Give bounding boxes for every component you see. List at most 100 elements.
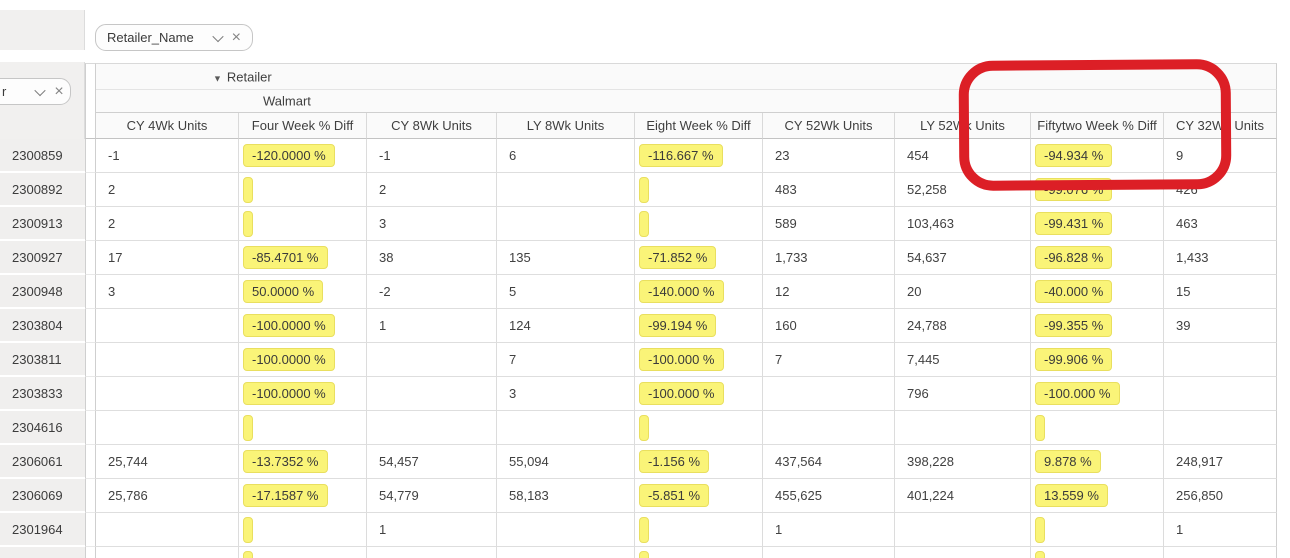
data-cell[interactable]: 7,445 (894, 343, 1030, 377)
data-cell[interactable]: 7 (762, 343, 894, 377)
data-cell[interactable]: -99.431 % (1030, 207, 1163, 241)
data-cell[interactable]: 9 (1163, 139, 1277, 173)
data-cell[interactable] (1163, 547, 1277, 558)
chevron-down-icon[interactable] (34, 84, 47, 96)
data-cell[interactable]: -13.7352 % (238, 445, 366, 479)
data-cell[interactable]: -99.355 % (1030, 309, 1163, 343)
data-cell[interactable]: -17.1587 % (238, 479, 366, 513)
data-cell[interactable]: 24,788 (894, 309, 1030, 343)
data-cell[interactable] (1030, 411, 1163, 445)
data-cell[interactable]: 589 (762, 207, 894, 241)
data-cell[interactable]: -1.156 % (634, 445, 762, 479)
data-cell[interactable]: 1 (366, 513, 496, 547)
data-cell[interactable]: 54,637 (894, 241, 1030, 275)
close-icon[interactable]: × (231, 28, 241, 46)
row-label[interactable]: 2301964 (0, 513, 85, 547)
data-cell[interactable] (1030, 547, 1163, 558)
data-cell[interactable]: 483 (762, 173, 894, 207)
data-cell[interactable] (894, 513, 1030, 547)
data-cell[interactable] (634, 547, 762, 558)
row-filter-chip[interactable]: r × (0, 78, 71, 105)
data-cell[interactable] (1163, 343, 1277, 377)
data-cell[interactable]: 455,625 (762, 479, 894, 513)
row-label[interactable]: 2300913 (0, 207, 85, 241)
data-cell[interactable] (496, 173, 634, 207)
data-cell[interactable]: -94.934 % (1030, 139, 1163, 173)
data-cell[interactable]: 25,744 (96, 445, 238, 479)
data-cell[interactable]: -99.194 % (634, 309, 762, 343)
row-label[interactable]: 2303804 (0, 309, 85, 343)
close-icon[interactable]: × (54, 82, 64, 100)
data-cell[interactable] (634, 513, 762, 547)
data-cell[interactable]: 54,457 (366, 445, 496, 479)
column-header[interactable]: CY 4Wk Units (96, 113, 238, 139)
data-cell[interactable] (894, 411, 1030, 445)
data-cell[interactable]: -120.0000 % (238, 139, 366, 173)
row-label[interactable]: 2306069 (0, 479, 85, 513)
group-header[interactable]: ▼ Retailer (213, 69, 272, 84)
data-cell[interactable]: 401,224 (894, 479, 1030, 513)
data-cell[interactable] (96, 411, 238, 445)
data-cell[interactable]: -100.000 % (634, 377, 762, 411)
data-cell[interactable]: 124 (496, 309, 634, 343)
data-cell[interactable] (238, 411, 366, 445)
column-header[interactable]: Eight Week % Diff (634, 113, 762, 139)
data-cell[interactable] (634, 207, 762, 241)
data-cell[interactable] (366, 343, 496, 377)
data-cell[interactable] (366, 411, 496, 445)
data-cell[interactable]: 1 (1163, 513, 1277, 547)
data-cell[interactable]: 463 (1163, 207, 1277, 241)
data-cell[interactable]: 256,850 (1163, 479, 1277, 513)
data-cell[interactable] (496, 547, 634, 558)
column-header[interactable]: LY 8Wk Units (496, 113, 634, 139)
data-cell[interactable]: 15 (1163, 275, 1277, 309)
collapse-triangle-icon[interactable]: ▼ (213, 73, 222, 83)
data-cell[interactable]: 54,779 (366, 479, 496, 513)
data-cell[interactable]: 2 (96, 173, 238, 207)
column-filter-chip[interactable]: Retailer_Name × (95, 24, 253, 51)
data-cell[interactable]: 20 (894, 275, 1030, 309)
row-label[interactable] (0, 547, 85, 558)
data-cell[interactable]: 7 (496, 343, 634, 377)
data-cell[interactable]: 12 (762, 275, 894, 309)
chevron-down-icon[interactable] (211, 30, 224, 42)
data-cell[interactable]: 17 (96, 241, 238, 275)
data-cell[interactable]: -2 (366, 275, 496, 309)
data-cell[interactable] (96, 547, 238, 558)
data-cell[interactable] (634, 411, 762, 445)
column-header[interactable]: CY 52Wk Units (762, 113, 894, 139)
data-cell[interactable]: -96.828 % (1030, 241, 1163, 275)
data-cell[interactable]: 2 (366, 173, 496, 207)
data-cell[interactable]: -100.0000 % (238, 309, 366, 343)
column-header[interactable]: LY 52Wk Units (894, 113, 1030, 139)
data-cell[interactable] (366, 547, 496, 558)
data-cell[interactable] (1030, 513, 1163, 547)
group-value-label[interactable]: Walmart (263, 93, 311, 109)
row-label[interactable]: 2303811 (0, 343, 85, 377)
column-header[interactable]: Fiftytwo Week % Diff (1030, 113, 1163, 139)
data-cell[interactable]: 55,094 (496, 445, 634, 479)
data-cell[interactable] (762, 377, 894, 411)
row-label[interactable]: 2300927 (0, 241, 85, 275)
data-cell[interactable]: -1 (96, 139, 238, 173)
data-cell[interactable]: 426 (1163, 173, 1277, 207)
data-cell[interactable]: -99.076 % (1030, 173, 1163, 207)
data-cell[interactable]: 398,228 (894, 445, 1030, 479)
data-cell[interactable] (496, 411, 634, 445)
data-cell[interactable] (496, 207, 634, 241)
data-cell[interactable]: 3 (96, 275, 238, 309)
data-cell[interactable]: -116.667 % (634, 139, 762, 173)
data-cell[interactable]: 796 (894, 377, 1030, 411)
data-cell[interactable]: 1 (366, 309, 496, 343)
column-header[interactable]: Four Week % Diff (238, 113, 366, 139)
data-cell[interactable] (1163, 377, 1277, 411)
data-cell[interactable]: 38 (366, 241, 496, 275)
data-cell[interactable]: -40.000 % (1030, 275, 1163, 309)
data-cell[interactable]: -140.000 % (634, 275, 762, 309)
column-header[interactable]: CY 8Wk Units (366, 113, 496, 139)
data-cell[interactable]: -100.0000 % (238, 377, 366, 411)
data-cell[interactable]: 13.559 % (1030, 479, 1163, 513)
data-cell[interactable] (496, 513, 634, 547)
data-cell[interactable]: -5.851 % (634, 479, 762, 513)
data-cell[interactable]: -1 (366, 139, 496, 173)
